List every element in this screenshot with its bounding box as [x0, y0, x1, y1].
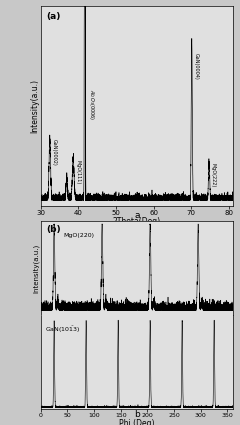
Text: MgO(220): MgO(220): [64, 232, 95, 238]
Text: a: a: [134, 211, 139, 220]
Y-axis label: Intensity(a.u.): Intensity(a.u.): [33, 244, 39, 293]
Text: GaN(0004): GaN(0004): [194, 53, 199, 79]
X-axis label: 2Theta(Deg): 2Theta(Deg): [113, 217, 161, 226]
Text: b: b: [134, 410, 140, 419]
Text: (b): (b): [47, 225, 61, 234]
Text: GaN(10$\bar{1}$3): GaN(10$\bar{1}$3): [45, 324, 80, 334]
Text: MgO(222): MgO(222): [211, 163, 216, 187]
X-axis label: Phi (Deg): Phi (Deg): [119, 419, 155, 425]
Text: $\mathit{Al_2O_3}$(0006): $\mathit{Al_2O_3}$(0006): [87, 89, 96, 121]
Text: MgO(111): MgO(111): [75, 159, 80, 184]
Y-axis label: Intensity(a.u.): Intensity(a.u.): [30, 79, 39, 133]
Text: GaN(0002): GaN(0002): [52, 139, 57, 166]
Text: (a): (a): [47, 12, 61, 21]
